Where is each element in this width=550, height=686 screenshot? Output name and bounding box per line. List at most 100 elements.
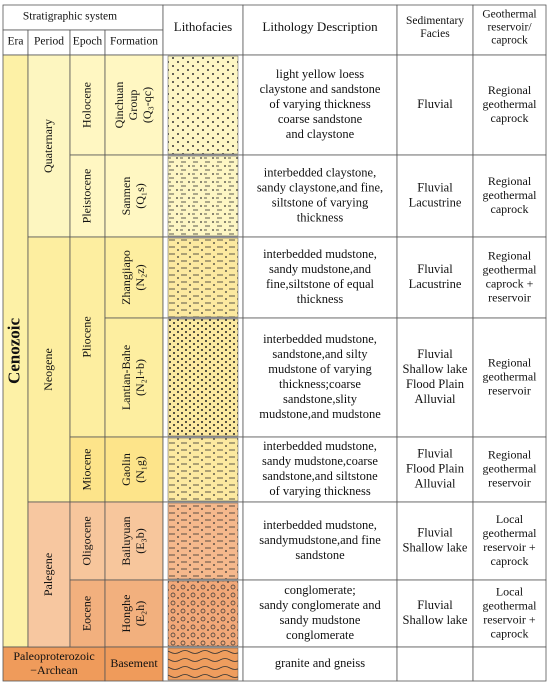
- lithology-description: sandy mudstone: [280, 613, 361, 627]
- geothermal-role: Regional: [488, 83, 532, 97]
- formation-label: Gaolin: [119, 453, 133, 486]
- formation-label: Qinchuan: [112, 82, 126, 129]
- epoch-label: Miocene: [79, 449, 93, 491]
- period-label: Neogene: [41, 348, 55, 391]
- geothermal-role: Regional: [488, 355, 532, 369]
- cell: [472, 54, 547, 156]
- lithofacies-pattern: [167, 502, 239, 580]
- sedimentary-facies: Fluvial: [417, 598, 453, 612]
- cell: [472, 646, 547, 682]
- geothermal-role: reservoir: [488, 383, 531, 397]
- lithology-description: sandy claystone,and fine,: [257, 180, 383, 194]
- geothermal-role: Regional: [488, 174, 532, 188]
- lithofacies-pattern: [167, 580, 239, 647]
- sedimentary-facies: Flood Plain: [406, 377, 465, 391]
- lithology-description: coarse sandstone: [278, 112, 363, 126]
- header-lithology: Lithology Description: [262, 19, 378, 34]
- lithology-description: interbedded mudstone,: [263, 332, 377, 346]
- header-stratigraphic-system: Stratigraphic system: [23, 11, 117, 23]
- cell: [472, 436, 547, 503]
- geothermal-role: geothermal: [483, 461, 538, 475]
- lithology-description: light yellow loess: [276, 67, 364, 81]
- cell: [104, 579, 164, 648]
- lithology-description: granite and gneiss: [275, 656, 365, 670]
- formation-label: Basement: [110, 656, 158, 670]
- cell: [104, 54, 164, 156]
- sedimentary-facies: Shallow lake: [403, 540, 468, 554]
- geothermal-role: caprock: [491, 626, 529, 640]
- header-reservoir: caprock: [491, 35, 528, 47]
- formation-label: Sanmen: [119, 177, 133, 216]
- geothermal-role: geothermal: [483, 526, 538, 540]
- sedimentary-facies: Lacustrine: [409, 277, 462, 291]
- sedimentary-facies: Alluvial: [415, 392, 456, 406]
- cell: [242, 646, 398, 682]
- geothermal-role: Local: [496, 584, 524, 598]
- cell: [104, 646, 164, 682]
- cell: [472, 236, 547, 319]
- lithology-description: interbedded mudstone,: [263, 518, 377, 532]
- cell: [396, 579, 474, 648]
- lithology-description: interbedded claystone,: [264, 165, 376, 179]
- lithofacies-pattern: [167, 318, 239, 437]
- lithology-description: sandstone: [295, 548, 345, 562]
- header-epoch: Epoch: [73, 36, 103, 48]
- header-facies: Facies: [420, 28, 450, 40]
- cell: [242, 436, 398, 503]
- header-period: Period: [34, 36, 64, 48]
- period-label: Palegene: [41, 553, 55, 596]
- geothermal-role: reservoir: [488, 290, 531, 304]
- period-label: Quaternary: [41, 119, 55, 173]
- lithofacies-pattern: [167, 155, 239, 237]
- lithology-description: mudstone of varying: [268, 362, 372, 376]
- cell: [396, 646, 474, 682]
- formation-label: (E₃b): [133, 528, 147, 554]
- formation-label: (N₂l+b): [133, 359, 147, 396]
- lithology-description: thickness: [297, 210, 344, 224]
- lithology-description: conglomerate;: [284, 583, 356, 597]
- lithology-description: sandy conglomerate and: [259, 598, 381, 612]
- geothermal-role: caprock: [491, 111, 529, 125]
- formation-label: (E₂h): [133, 601, 147, 627]
- table-body: Stratigraphic system Era Period Epoch Format…: [2, 4, 547, 682]
- sedimentary-facies: Shallow lake: [403, 362, 468, 376]
- header-reservoir: reservoir/: [487, 22, 532, 34]
- lithology-description: siltstone of varying: [272, 195, 369, 209]
- geothermal-role: geothermal: [483, 369, 538, 383]
- cell: [69, 579, 106, 648]
- cell: [69, 436, 106, 503]
- cell: [27, 501, 71, 648]
- formation-label: Group: [126, 90, 140, 121]
- formation-label: Bailuyuan: [119, 516, 133, 565]
- geothermal-role: Regional: [488, 447, 532, 461]
- cell: [472, 154, 547, 238]
- cell: [104, 317, 164, 438]
- lithology-description: thickness: [297, 292, 344, 306]
- cell: [472, 579, 547, 648]
- epoch-label: Oligocene: [79, 516, 93, 565]
- cell: [162, 4, 244, 56]
- era-label: Paleoproterozoic: [13, 649, 94, 663]
- cell: [2, 29, 29, 56]
- header-formation: Formation: [110, 36, 158, 48]
- formation-label: Zhangjiapo: [119, 250, 133, 305]
- formation-label: (N₁g): [133, 456, 147, 483]
- lithology-description: sandstone,and silty: [272, 347, 368, 361]
- cell: [242, 579, 398, 648]
- geothermal-role: Regional: [488, 248, 532, 262]
- sedimentary-facies: Fluvial: [417, 262, 453, 276]
- lithology-description: and claystone: [286, 127, 355, 141]
- lithofacies-pattern: [167, 237, 239, 318]
- header-lithofacies: Lithofacies: [174, 19, 232, 34]
- geothermal-role: reservoir: [488, 475, 531, 489]
- sedimentary-facies: Fluvial: [417, 180, 453, 194]
- formation-label: (N₂z): [133, 264, 147, 290]
- sedimentary-facies: Fluvial: [417, 97, 453, 111]
- lithology-description: claystone and sandstone: [260, 82, 381, 96]
- geothermal-role: Local: [496, 512, 524, 526]
- formation-label: (Q₃-qc): [140, 87, 154, 123]
- lithology-description: interbedded mudstone,: [263, 439, 377, 453]
- header-era: Era: [8, 36, 24, 48]
- geothermal-role: reservoir +: [483, 540, 536, 554]
